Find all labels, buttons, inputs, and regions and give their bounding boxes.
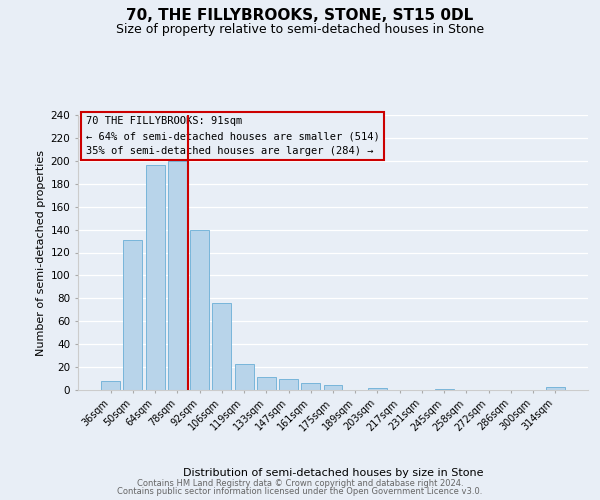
Bar — [168, 161, 187, 390]
Bar — [546, 386, 565, 390]
Bar — [257, 378, 276, 390]
Bar — [146, 166, 164, 390]
Bar — [435, 389, 454, 390]
Bar — [235, 364, 254, 390]
Text: 70 THE FILLYBROOKS: 91sqm
← 64% of semi-detached houses are smaller (514)
35% of: 70 THE FILLYBROOKS: 91sqm ← 64% of semi-… — [86, 116, 379, 156]
Bar — [101, 381, 120, 390]
Text: Size of property relative to semi-detached houses in Stone: Size of property relative to semi-detach… — [116, 22, 484, 36]
Bar — [368, 388, 387, 390]
Bar — [323, 386, 343, 390]
Y-axis label: Number of semi-detached properties: Number of semi-detached properties — [37, 150, 46, 356]
Bar — [279, 378, 298, 390]
Text: Contains public sector information licensed under the Open Government Licence v3: Contains public sector information licen… — [118, 487, 482, 496]
Bar — [190, 230, 209, 390]
Text: Distribution of semi-detached houses by size in Stone: Distribution of semi-detached houses by … — [183, 468, 483, 477]
Bar — [301, 383, 320, 390]
Bar — [212, 303, 231, 390]
Text: 70, THE FILLYBROOKS, STONE, ST15 0DL: 70, THE FILLYBROOKS, STONE, ST15 0DL — [127, 8, 473, 22]
Bar — [124, 240, 142, 390]
Text: Contains HM Land Registry data © Crown copyright and database right 2024.: Contains HM Land Registry data © Crown c… — [137, 478, 463, 488]
